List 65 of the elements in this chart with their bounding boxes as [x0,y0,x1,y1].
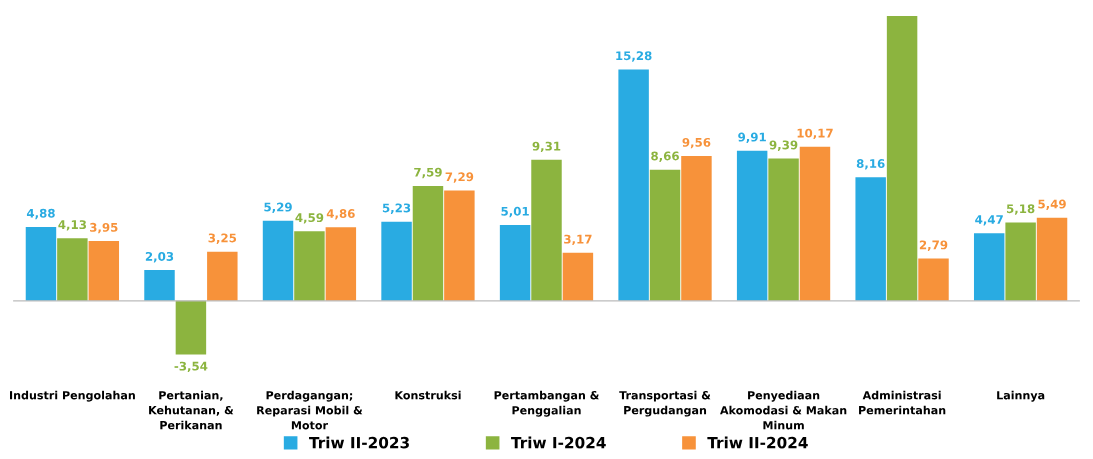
x-tick-label: Lainnya [997,390,1045,402]
data-label: 4,59 [295,213,324,224]
bar [649,169,681,301]
bar [57,238,88,301]
data-label: 7,59 [414,167,442,179]
data-label: 9,39 [769,140,798,151]
x-tick-label: Pertambangan & Penggalian [494,390,599,417]
bar [444,190,475,301]
bar [499,224,531,301]
legend-label: Triw II-2024 [707,436,808,449]
x-tick-label: Transportasi & Pergudangan [619,390,711,417]
data-label: 3,95 [90,222,118,234]
bar [681,156,712,301]
bar [1036,217,1068,301]
data-label: 9,31 [532,141,561,153]
x-tick-label: Penyediaan Akomodasi & Makan Minum [720,390,847,430]
x-tick-label: Pertanian, Kehutanan, & Perikanan [149,390,234,430]
data-label: -3,54 [174,361,208,373]
data-label: 2,79 [919,240,948,251]
bar [25,226,57,301]
bar [144,270,175,301]
bar [918,258,949,301]
x-tick-label: Industri Pengolahan [10,390,135,402]
bar [736,150,768,301]
data-label: 3,25 [208,233,237,244]
bar [262,220,294,301]
data-label: 4,88 [26,208,55,220]
data-label: 15,28 [616,51,652,62]
bar [799,146,831,301]
data-label: 10,17 [797,128,833,140]
data-label: 5,01 [501,206,529,218]
x-tick-label: Administrasi Pemerintahan [859,390,946,415]
bar [618,69,649,301]
bar [855,177,886,301]
bar [294,231,325,301]
bar [562,252,594,301]
bar [325,227,357,301]
bar [531,159,562,301]
data-label: 2,03 [145,251,174,263]
bar [1005,222,1036,301]
bar [412,185,444,301]
bar [768,158,799,301]
x-tick-label: Perdagangan; Reparasi Mobil & Motor [257,390,363,430]
bar [207,251,238,301]
data-label: 8,66 [651,151,679,162]
legend-label: Triw I-2024 [511,436,606,449]
data-label: 9,91 [738,132,766,144]
data-label: 9,56 [682,137,711,149]
data-label: 5,18 [1006,204,1035,215]
bar [886,16,918,301]
data-label: 8,16 [856,159,885,170]
data-label: 7,29 [445,172,474,183]
data-label: 4,13 [58,220,87,231]
legend-label: Triw II-2023 [309,436,409,449]
data-label: 5,49 [1038,199,1066,210]
bar [175,300,207,355]
bar [381,221,412,301]
data-label: 4,86 [326,209,355,220]
data-label: 4,47 [975,215,1003,226]
x-tick-label: Konstruksi [395,390,461,400]
data-label: 3,17 [564,234,592,246]
bar [88,241,120,301]
bar [973,233,1005,301]
data-label: 5,29 [264,202,292,213]
data-label: 5,23 [382,203,411,214]
